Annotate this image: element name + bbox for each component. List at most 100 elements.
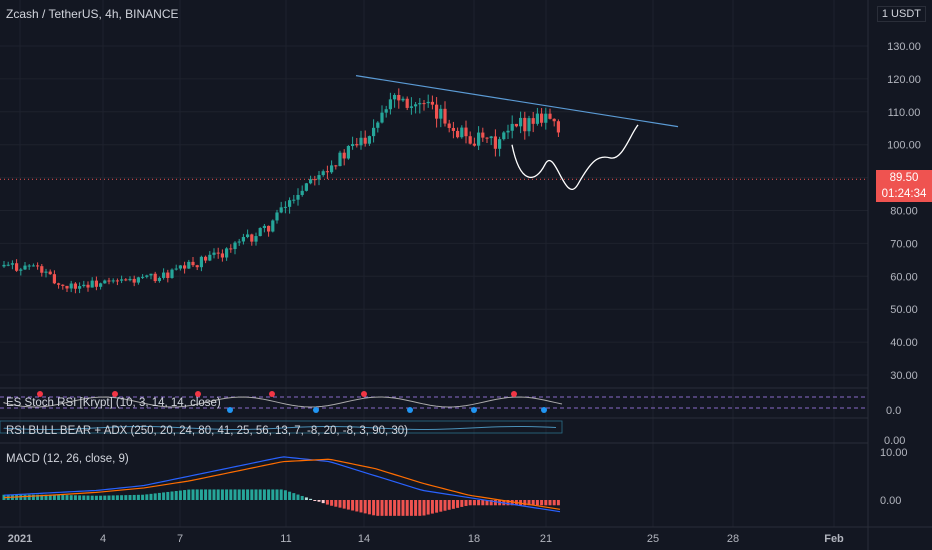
candle-body	[376, 122, 380, 128]
macd-pane	[2, 456, 561, 516]
macd-histogram-bar	[405, 500, 409, 516]
candle-body	[460, 127, 464, 138]
macd-histogram-bar	[115, 495, 119, 500]
macd-histogram-bar	[510, 500, 514, 506]
candle-body	[380, 112, 384, 123]
candle-body	[279, 207, 283, 213]
candle-body	[359, 137, 363, 146]
rsi-bull-bear-pane	[0, 420, 563, 434]
macd-histogram-bar	[279, 489, 283, 500]
macd-histogram-bar	[94, 495, 98, 500]
candle-body	[384, 109, 388, 113]
macd-histogram-bar	[535, 500, 539, 506]
candle-body	[157, 277, 161, 282]
time-axis[interactable]: 2021 4 7 11 14 18 21 25 28 Feb	[8, 533, 844, 545]
macd-histogram-bar	[48, 494, 52, 500]
macd-histogram-bar	[464, 500, 468, 506]
macd-histogram-bar	[99, 495, 103, 500]
candle-body	[99, 283, 103, 287]
time-tick-label: 14	[358, 533, 370, 545]
macd-histogram-bar	[250, 489, 254, 500]
macd-histogram-bar	[313, 500, 317, 501]
candle-body	[388, 99, 392, 110]
macd-histogram-bar	[27, 494, 31, 500]
candle-body	[346, 145, 350, 159]
macd-histogram-bar	[216, 489, 220, 500]
candle-body	[510, 123, 514, 131]
candle-body	[426, 101, 430, 104]
macd-histogram-bar	[489, 500, 493, 506]
candle-body	[451, 127, 455, 131]
candle-body	[430, 101, 434, 105]
currency-unit-badge[interactable]: 1 USDT	[876, 6, 926, 22]
chart-grid	[0, 0, 868, 527]
macd-histogram-bar	[456, 500, 460, 508]
candle-body	[334, 165, 338, 167]
macd-histogram-bar	[388, 500, 392, 516]
candle-body	[48, 271, 52, 275]
candle-body	[418, 103, 422, 105]
macd-histogram-bar	[82, 495, 86, 500]
macd-histogram-bar	[128, 495, 132, 500]
macd-histogram-bar	[397, 500, 401, 516]
stoch-overbought-dot	[195, 391, 201, 397]
candle-body	[166, 272, 170, 278]
macd-histogram-bar	[145, 494, 149, 500]
candle-body	[548, 113, 552, 119]
macd-histogram-bar	[246, 489, 250, 500]
stoch-line	[3, 396, 563, 408]
macd-legend[interactable]: MACD (12, 26, close, 9)	[6, 453, 129, 465]
stoch-rsi-legend[interactable]: ES Stoch RSI [Krypt] (10, 3, 14, 14, clo…	[6, 397, 221, 409]
macd-histogram-bar	[468, 500, 472, 506]
candle-body	[464, 127, 468, 137]
stoch-rsi-pane	[0, 391, 868, 413]
price-axis[interactable]: 130.00120.00110.00100.0090.0080.0070.006…	[880, 41, 921, 507]
projection-path	[511, 124, 639, 190]
candle-body	[262, 225, 266, 229]
macd-histogram-bar	[330, 500, 334, 506]
macd-histogram-bar	[57, 494, 61, 500]
candle-body	[40, 266, 44, 273]
candle-body	[69, 283, 73, 289]
candle-body	[422, 103, 426, 105]
macd-histogram-bar	[52, 494, 56, 500]
macd-tick-label: 10.00	[880, 447, 908, 459]
macd-histogram-bar	[275, 489, 279, 500]
candle-body	[401, 98, 405, 101]
rsi-axis-label: 0.00	[884, 435, 905, 447]
candle-body	[10, 263, 14, 265]
symbol-title[interactable]: Zcash / TetherUS, 4h, BINANCE	[6, 7, 179, 21]
candle-body	[439, 108, 443, 119]
candle-body	[2, 264, 6, 267]
macd-histogram-bar	[485, 500, 489, 506]
candle-body	[527, 118, 531, 132]
candle-body	[514, 123, 518, 127]
candle-body	[367, 136, 371, 144]
candle-body	[216, 252, 220, 254]
candle-body	[477, 132, 481, 146]
stoch-oversold-dot	[227, 407, 233, 413]
candle-body	[372, 127, 376, 137]
candle-body	[489, 136, 493, 139]
candle-body	[321, 171, 325, 176]
macd-histogram-bar	[61, 494, 65, 500]
macd-histogram-bar	[309, 498, 313, 500]
rsi-bull-bear-legend[interactable]: RSI BULL BEAR + ADX (250, 20, 24, 80, 41…	[6, 425, 408, 437]
candle-body	[162, 272, 166, 278]
candle-body	[229, 248, 233, 250]
candle-body	[325, 171, 329, 173]
macd-histogram-bar	[334, 500, 338, 507]
macd-histogram-bar	[393, 500, 397, 516]
candle-body	[170, 269, 174, 278]
candle-body	[23, 265, 27, 270]
candle-body	[267, 225, 271, 232]
candle-body	[535, 113, 539, 124]
candle-body	[317, 175, 321, 180]
macd-histogram-bar	[414, 500, 418, 516]
candle-body	[531, 118, 535, 124]
candle-body	[233, 242, 237, 250]
stoch-overbought-dot	[361, 391, 367, 397]
candle-body	[90, 280, 94, 288]
candle-body	[128, 278, 132, 281]
